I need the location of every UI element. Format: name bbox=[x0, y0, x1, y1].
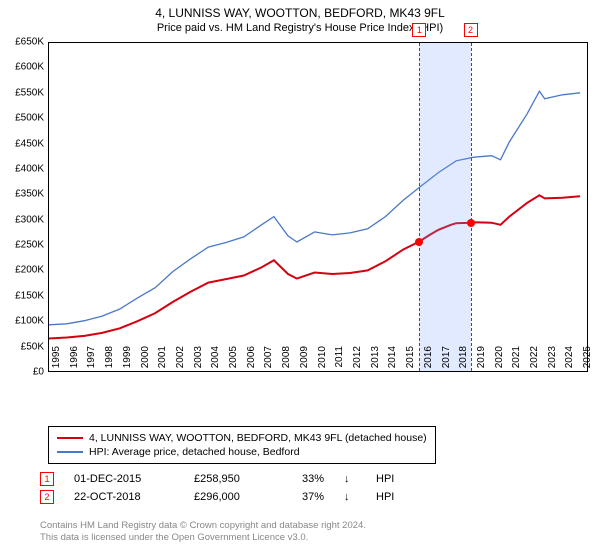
sale-vline bbox=[471, 43, 472, 371]
footer-line2: This data is licensed under the Open Gov… bbox=[40, 532, 366, 544]
x-tick-label: 2005 bbox=[228, 346, 239, 376]
y-tick-label: £650K bbox=[15, 37, 44, 48]
x-tick-label: 2009 bbox=[299, 346, 310, 376]
x-tick-label: 2023 bbox=[547, 346, 558, 376]
footer: Contains HM Land Registry data © Crown c… bbox=[40, 520, 366, 545]
x-tick-label: 2004 bbox=[210, 346, 221, 376]
x-tick-label: 2001 bbox=[157, 346, 168, 376]
x-tick-label: 2017 bbox=[441, 346, 452, 376]
sale-hpi-label: HPI bbox=[376, 473, 394, 485]
chart-title: 4, LUNNISS WAY, WOOTTON, BEDFORD, MK43 9… bbox=[0, 0, 600, 20]
sale-marker-icon: 1 bbox=[40, 472, 54, 486]
chart-subtitle: Price paid vs. HM Land Registry's House … bbox=[0, 20, 600, 38]
x-tick-label: 1997 bbox=[86, 346, 97, 376]
x-tick-label: 1996 bbox=[69, 346, 80, 376]
sale-date: 01-DEC-2015 bbox=[74, 473, 174, 485]
x-tick-label: 2006 bbox=[246, 346, 257, 376]
plot-svg bbox=[49, 43, 589, 373]
y-tick-label: £550K bbox=[15, 87, 44, 98]
y-tick-label: £150K bbox=[15, 290, 44, 301]
sale-price: £258,950 bbox=[194, 473, 264, 485]
x-tick-label: 1995 bbox=[51, 346, 62, 376]
down-arrow-icon: ↓ bbox=[344, 473, 356, 485]
plot: 12 bbox=[48, 42, 588, 372]
y-tick-label: £450K bbox=[15, 138, 44, 149]
chart-area: 12 £0£50K£100K£150K£200K£250K£300K£350K£… bbox=[48, 42, 588, 392]
x-tick-label: 2022 bbox=[529, 346, 540, 376]
legend-row: HPI: Average price, detached house, Bedf… bbox=[57, 445, 427, 459]
x-tick-label: 2015 bbox=[405, 346, 416, 376]
legend-swatch bbox=[57, 451, 83, 452]
sales-table: 1 01-DEC-2015 £258,950 33% ↓ HPI 2 22-OCT-2018 £… bbox=[40, 470, 394, 506]
x-tick-label: 2025 bbox=[582, 346, 593, 376]
sale-hpi-label: HPI bbox=[376, 491, 394, 503]
sale-period-band bbox=[419, 43, 470, 371]
legend-label: HPI: Average price, detached house, Bedf… bbox=[89, 446, 300, 458]
sale-dot bbox=[467, 219, 475, 227]
x-tick-label: 2014 bbox=[387, 346, 398, 376]
x-tick-label: 2000 bbox=[140, 346, 151, 376]
y-tick-label: £600K bbox=[15, 62, 44, 73]
sale-row: 1 01-DEC-2015 £258,950 33% ↓ HPI bbox=[40, 470, 394, 488]
y-tick-label: £250K bbox=[15, 240, 44, 251]
legend-swatch bbox=[57, 437, 83, 439]
x-tick-label: 1998 bbox=[104, 346, 115, 376]
x-tick-label: 2002 bbox=[175, 346, 186, 376]
x-tick-label: 2010 bbox=[317, 346, 328, 376]
x-tick-label: 2021 bbox=[511, 346, 522, 376]
sale-pct: 37% bbox=[284, 491, 324, 503]
page: 4, LUNNISS WAY, WOOTTON, BEDFORD, MK43 9… bbox=[0, 0, 600, 560]
x-tick-label: 2003 bbox=[193, 346, 204, 376]
sale-marker-icon: 2 bbox=[40, 490, 54, 504]
x-tick-label: 2016 bbox=[423, 346, 434, 376]
y-tick-label: £100K bbox=[15, 316, 44, 327]
y-tick-label: £350K bbox=[15, 189, 44, 200]
y-tick-label: £50K bbox=[21, 341, 44, 352]
series-property bbox=[49, 195, 580, 338]
x-tick-label: 2019 bbox=[476, 346, 487, 376]
x-tick-label: 2011 bbox=[334, 346, 345, 376]
x-tick-label: 2012 bbox=[352, 346, 363, 376]
sale-marker-box: 2 bbox=[464, 23, 478, 37]
y-tick-label: £200K bbox=[15, 265, 44, 276]
legend: 4, LUNNISS WAY, WOOTTON, BEDFORD, MK43 9… bbox=[48, 426, 436, 464]
sale-pct: 33% bbox=[284, 473, 324, 485]
sale-price: £296,000 bbox=[194, 491, 264, 503]
x-tick-label: 2007 bbox=[263, 346, 274, 376]
series-hpi bbox=[49, 91, 580, 325]
legend-label: 4, LUNNISS WAY, WOOTTON, BEDFORD, MK43 9… bbox=[89, 432, 427, 444]
x-tick-label: 2020 bbox=[494, 346, 505, 376]
x-tick-label: 2024 bbox=[564, 346, 575, 376]
x-tick-label: 2018 bbox=[458, 346, 469, 376]
sale-date: 22-OCT-2018 bbox=[74, 491, 174, 503]
down-arrow-icon: ↓ bbox=[344, 491, 356, 503]
sale-marker-box: 1 bbox=[412, 23, 426, 37]
y-tick-label: £400K bbox=[15, 163, 44, 174]
x-tick-label: 2013 bbox=[370, 346, 381, 376]
sale-vline bbox=[419, 43, 420, 371]
y-tick-label: £500K bbox=[15, 113, 44, 124]
y-tick-label: £0 bbox=[33, 367, 44, 378]
x-tick-label: 1999 bbox=[122, 346, 133, 376]
x-tick-label: 2008 bbox=[281, 346, 292, 376]
sale-dot bbox=[415, 238, 423, 246]
sale-row: 2 22-OCT-2018 £296,000 37% ↓ HPI bbox=[40, 488, 394, 506]
legend-row: 4, LUNNISS WAY, WOOTTON, BEDFORD, MK43 9… bbox=[57, 431, 427, 445]
y-tick-label: £300K bbox=[15, 214, 44, 225]
footer-line1: Contains HM Land Registry data © Crown c… bbox=[40, 520, 366, 532]
